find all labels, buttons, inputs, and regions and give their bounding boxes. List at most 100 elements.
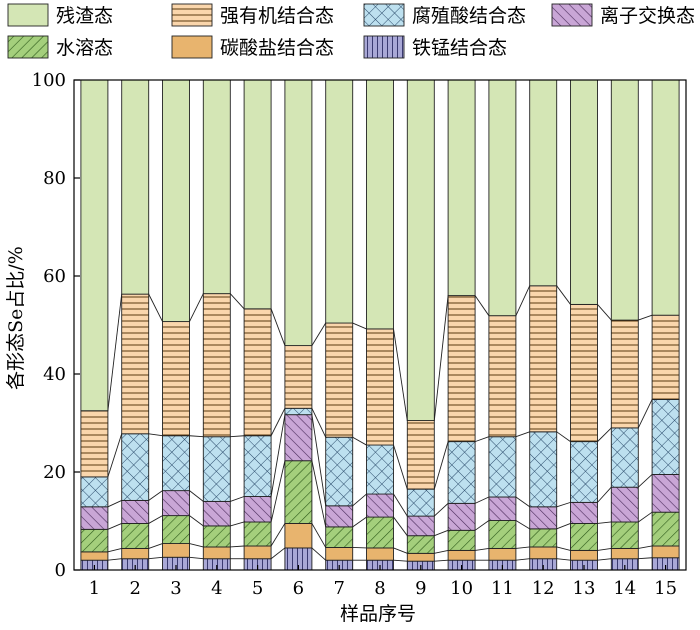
- series-connector-line: [107, 548, 122, 553]
- series-connector-line: [597, 304, 612, 321]
- bar-segment: [366, 516, 394, 549]
- bar-segment: [284, 79, 313, 347]
- bar-segment: [80, 476, 109, 508]
- series-connector-line: [393, 444, 408, 490]
- bar-segment: [202, 436, 231, 502]
- bar-segment: [488, 547, 517, 561]
- bar-segment: [570, 79, 598, 305]
- series-connector-line: [230, 521, 245, 527]
- series-connector-line: [148, 515, 163, 524]
- bar-segment: [243, 545, 272, 560]
- legend-swatch: [363, 35, 405, 59]
- bar-segment: [529, 506, 558, 530]
- series-connector-line: [352, 322, 367, 330]
- y-axis-title: 各形态Se占比/%: [5, 246, 27, 390]
- y-tick-label: 80: [43, 168, 66, 189]
- bar-segment: [610, 547, 639, 560]
- bar-segment: [529, 528, 558, 548]
- bar-segment: [80, 551, 109, 561]
- bar-segment: [570, 303, 598, 443]
- series-connector-line: [515, 558, 530, 561]
- x-tick-label: 7: [333, 578, 344, 599]
- series-connector-line: [189, 293, 204, 322]
- bar-segment: [121, 499, 150, 524]
- series-connector-line: [433, 295, 449, 421]
- bar-segment: [651, 511, 680, 547]
- series-connector-line: [148, 293, 163, 322]
- bar-segment: [570, 549, 598, 561]
- series-connector-line: [107, 558, 122, 561]
- x-tick-label: 8: [374, 578, 385, 599]
- bar-segment: [366, 493, 394, 518]
- series-connector-line: [189, 556, 204, 560]
- legend-item: 强有机结合态: [171, 3, 334, 27]
- bar-segment: [651, 474, 680, 513]
- series-connector-line: [107, 523, 122, 530]
- bar-segment: [202, 525, 231, 548]
- bar-segment: [610, 486, 639, 523]
- series-connector-line: [311, 408, 327, 438]
- plot-area: [80, 79, 680, 571]
- series-connector-line: [311, 460, 327, 527]
- bar-segment: [447, 502, 476, 531]
- legend-item: 水溶态: [7, 35, 113, 59]
- legend-item: 碳酸盐结合态: [171, 35, 334, 59]
- series-connector-line: [556, 523, 571, 530]
- x-tick-label: 14: [613, 578, 636, 599]
- y-tick-label: 40: [43, 364, 66, 385]
- bar-segment: [447, 549, 476, 561]
- series-connector-line: [270, 308, 286, 346]
- series-connector-line: [393, 559, 408, 562]
- bar-segment: [488, 436, 517, 498]
- bar-segment: [406, 515, 435, 537]
- series-connector-line: [107, 500, 122, 508]
- bar-segment: [488, 520, 517, 549]
- bar-segment: [447, 295, 476, 443]
- y-tick-label: 0: [55, 560, 66, 581]
- legend-item: 腐殖酸结合态: [363, 3, 526, 27]
- bar-segment: [366, 328, 394, 446]
- x-tick-label: 3: [170, 578, 181, 599]
- bar-segment: [570, 501, 598, 524]
- bar-segment: [121, 547, 150, 560]
- series-connector-line: [311, 322, 327, 346]
- series-connector-line: [230, 496, 245, 502]
- series-connector-line: [434, 559, 449, 562]
- bar-segment: [366, 547, 394, 561]
- series-connector-line: [597, 427, 612, 442]
- bar-segment: [325, 436, 354, 507]
- x-tick-label: 15: [654, 578, 677, 599]
- series-connector-line: [393, 547, 408, 554]
- bar-segment: [202, 293, 231, 438]
- bar-segment: [406, 535, 435, 554]
- series-connector-line: [638, 314, 653, 321]
- series-connector-line: [311, 523, 327, 548]
- series-connector-line: [434, 549, 449, 554]
- series-connector-line: [393, 493, 408, 517]
- series-connector-line: [638, 545, 653, 549]
- legend-item: 铁锰结合态: [363, 35, 507, 59]
- series-connector-line: [148, 543, 163, 549]
- series-connector-line: [189, 543, 204, 548]
- series-connector-line: [433, 441, 449, 490]
- bar-segment: [406, 79, 435, 421]
- series-connector-line: [270, 460, 286, 523]
- bar-segment: [202, 500, 231, 527]
- bar-segment: [488, 315, 517, 438]
- series-connector-line: [515, 520, 530, 530]
- series-connector-line: [270, 414, 286, 497]
- series-connector-line: [638, 557, 653, 560]
- bar-segment: [121, 79, 150, 295]
- bar-segment: [529, 431, 558, 508]
- legend-swatch: [171, 3, 213, 27]
- series-connector-line: [556, 431, 571, 442]
- y-tick-label: 20: [43, 462, 66, 483]
- bar-segment: [447, 529, 476, 551]
- x-tick-label: 11: [491, 578, 514, 599]
- series-connector-line: [474, 496, 490, 504]
- bar-segment: [610, 319, 639, 429]
